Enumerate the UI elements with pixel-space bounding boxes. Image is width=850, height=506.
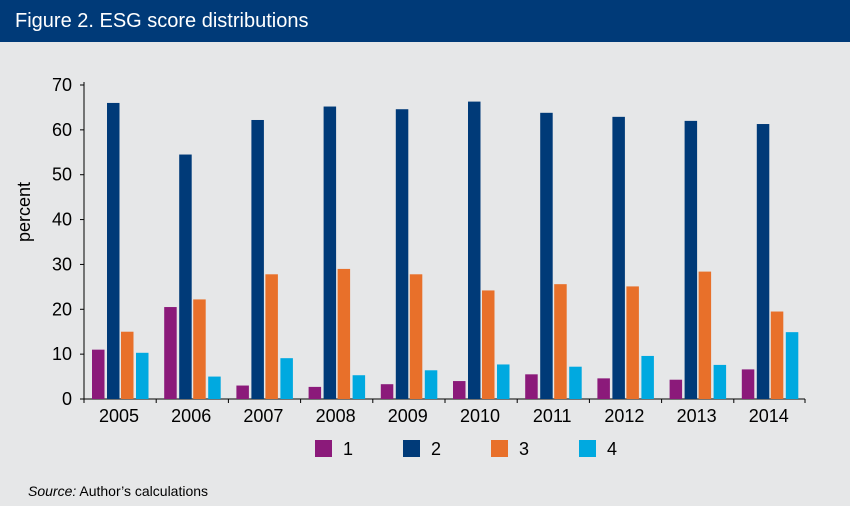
x-tick-label: 2005 bbox=[99, 406, 139, 426]
legend-label-4: 4 bbox=[607, 439, 617, 459]
source-text: Author’s calculations bbox=[79, 483, 208, 499]
bar-series-1-2012 bbox=[597, 378, 610, 399]
figure-header: Figure 2. ESG score distributions bbox=[0, 0, 850, 42]
figure-title: Figure 2. ESG score distributions bbox=[15, 9, 308, 33]
bar-series-4-2006 bbox=[208, 377, 221, 399]
y-tick-label: 70 bbox=[52, 75, 72, 95]
bar-series-3-2013 bbox=[699, 272, 712, 399]
bar-series-2-2013 bbox=[685, 121, 698, 399]
bar-series-3-2007 bbox=[265, 274, 278, 399]
x-tick-label: 2007 bbox=[243, 406, 283, 426]
bar-chart: 0 10 20 30 40 50 60 70 percent 2005 2006 2007 2008 20… bbox=[0, 42, 850, 478]
bar-series-3-2011 bbox=[554, 284, 567, 399]
bar-series-2-2007 bbox=[251, 120, 264, 399]
bar-series-3-2005 bbox=[121, 332, 134, 399]
y-tick-label: 10 bbox=[52, 344, 72, 364]
legend-label-3: 3 bbox=[519, 439, 529, 459]
y-tick-label: 50 bbox=[52, 165, 72, 185]
bar-series-4-2012 bbox=[641, 356, 654, 399]
bar-series-1-2005 bbox=[92, 350, 105, 399]
x-tick-label: 2008 bbox=[316, 406, 356, 426]
legend-label-2: 2 bbox=[431, 439, 441, 459]
bar-series-4-2011 bbox=[569, 367, 582, 399]
source-label: Source: bbox=[28, 483, 76, 499]
bar-series-1-2010 bbox=[453, 381, 466, 399]
x-tick-label: 2011 bbox=[533, 406, 572, 426]
x-tick-label: 2010 bbox=[460, 406, 500, 426]
y-tick-label: 20 bbox=[52, 299, 72, 319]
y-tick-label: 40 bbox=[52, 210, 72, 230]
x-tick-label: 2006 bbox=[171, 406, 211, 426]
bar-series-1-2013 bbox=[670, 380, 683, 399]
y-tick-label: 30 bbox=[52, 254, 72, 274]
bar-series-3-2014 bbox=[771, 312, 784, 399]
bar-series-4-2007 bbox=[280, 358, 293, 399]
bar-series-2-2006 bbox=[179, 155, 192, 399]
y-tick-label: 60 bbox=[52, 120, 72, 140]
bar-series-4-2009 bbox=[425, 370, 438, 399]
bar-series-4-2010 bbox=[497, 364, 510, 399]
bar-series-1-2011 bbox=[525, 374, 538, 399]
x-tick-label: 2009 bbox=[388, 406, 428, 426]
bar-series-3-2009 bbox=[410, 274, 423, 399]
legend-swatch-2 bbox=[403, 440, 420, 457]
bar-series-1-2006 bbox=[164, 307, 177, 399]
bar-series-2-2008 bbox=[324, 107, 337, 399]
bar-series-3-2010 bbox=[482, 290, 495, 399]
x-tick-label: 2012 bbox=[604, 406, 644, 426]
bar-series-4-2014 bbox=[786, 332, 799, 399]
bar-series-2-2009 bbox=[396, 109, 409, 399]
legend-swatch-1 bbox=[315, 440, 332, 457]
bar-series-3-2006 bbox=[193, 299, 206, 399]
bar-series-2-2012 bbox=[612, 117, 625, 399]
x-tick-label: 2014 bbox=[749, 406, 789, 426]
bar-series-1-2009 bbox=[381, 384, 394, 399]
legend-swatch-3 bbox=[491, 440, 508, 457]
bar-series-1-2014 bbox=[742, 369, 755, 399]
bar-series-3-2008 bbox=[338, 269, 351, 399]
bar-series-2-2014 bbox=[757, 124, 770, 399]
bar-series-4-2008 bbox=[353, 375, 366, 399]
source-note: Source: Author’s calculations bbox=[28, 483, 208, 499]
bar-series-4-2013 bbox=[714, 365, 727, 399]
bar-series-2-2010 bbox=[468, 102, 481, 399]
x-tick-label: 2013 bbox=[677, 406, 717, 426]
legend-swatch-4 bbox=[579, 440, 596, 457]
y-tick-label: 0 bbox=[62, 389, 72, 409]
bar-series-1-2007 bbox=[236, 386, 249, 399]
y-axis-title: percent bbox=[14, 182, 34, 242]
legend-label-1: 1 bbox=[343, 439, 353, 459]
bar-series-4-2005 bbox=[136, 353, 149, 399]
bar-series-2-2005 bbox=[107, 103, 120, 399]
bar-series-3-2012 bbox=[626, 286, 639, 399]
bar-series-2-2011 bbox=[540, 113, 553, 399]
bar-series-1-2008 bbox=[309, 387, 322, 399]
